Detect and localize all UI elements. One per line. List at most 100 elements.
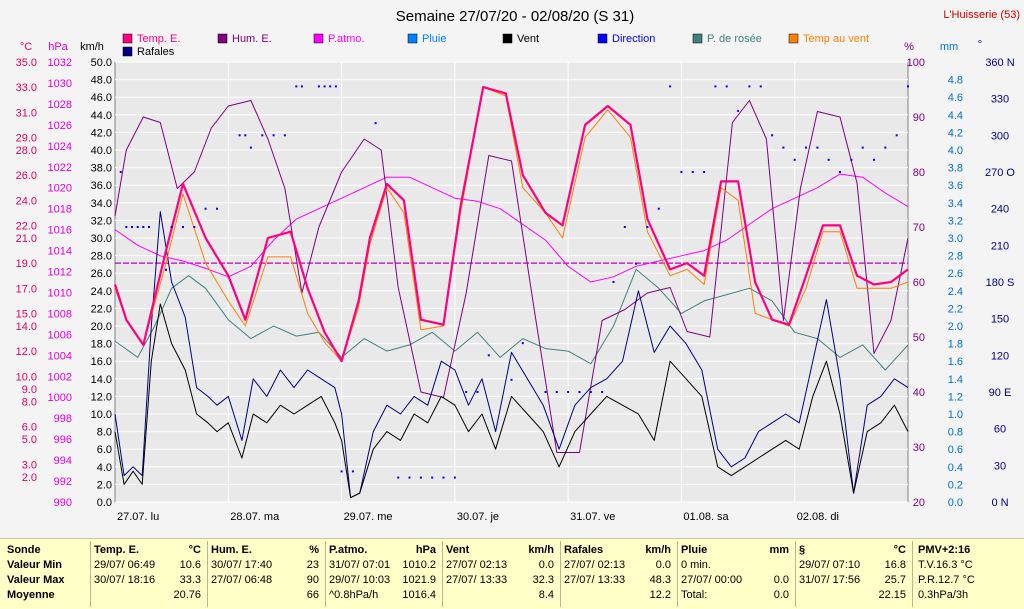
temp-tick-label: 15.0: [16, 308, 37, 320]
rain-tick-label: 0.8: [948, 427, 963, 439]
grid-lines: [115, 61, 908, 503]
stats-trend: ^0.8hPa/h: [329, 589, 379, 601]
rain-unit-label: mm: [940, 41, 958, 53]
legend-swatch: [692, 33, 703, 44]
direction-point: [895, 134, 898, 137]
direction-point: [148, 226, 150, 228]
wind-tick-label: 44.0: [91, 110, 112, 122]
stats-min-time: 31/07/ 07:01: [329, 559, 391, 571]
legend-label: P.atmo.: [328, 33, 365, 45]
stats-max-value: 32.3: [532, 574, 554, 586]
direction-tick-label: 30: [994, 460, 1006, 472]
legend-label: Pluie: [422, 33, 446, 45]
legend-swatch: [122, 33, 133, 44]
pressure-tick-label: 998: [54, 413, 72, 425]
direction-point: [453, 476, 456, 479]
direction-point: [793, 158, 796, 161]
direction-point: [646, 226, 649, 228]
temp-tick-label: 26.0: [16, 170, 37, 182]
stats-max-value: 33.3: [179, 574, 201, 586]
direction-point: [283, 134, 286, 137]
stats-col-unit: hPa: [415, 544, 436, 556]
stats-col-title: Vent: [446, 544, 470, 556]
humidity-tick-label: 20: [913, 497, 925, 509]
stats-row-avg-label: Moyenne: [7, 589, 55, 601]
rain-tick-label: 0.4: [948, 462, 963, 474]
direction-point: [884, 146, 887, 149]
stats-col-title: Rafales: [564, 544, 604, 556]
stats-min-value: 0.0: [655, 559, 671, 571]
wind-tick-label: 24.0: [91, 286, 112, 298]
stats-avg-value: 22.15: [878, 589, 906, 601]
wind-tick-label: 48.0: [91, 75, 112, 87]
wind-tick-label: 4.0: [97, 462, 112, 474]
direction-tick-label: 180 S: [986, 277, 1015, 289]
direction-tick-label: 330: [991, 94, 1009, 106]
wind-tick-label: 34.0: [91, 198, 112, 210]
wind-tick-label: 50.0: [91, 57, 112, 69]
rain-tick-label: 1.8: [948, 339, 963, 351]
wind-tick-label: 32.0: [91, 215, 112, 227]
direction-point: [544, 391, 547, 393]
direction-point: [487, 354, 490, 357]
stats-max-time: 27/07/ 00:00: [681, 574, 743, 586]
humidity-tick-label: 30: [913, 442, 925, 454]
legend-label: Temp. E.: [137, 33, 180, 45]
stats-header-sonde: Sonde: [7, 544, 41, 556]
humidity-tick-label: 40: [913, 387, 925, 399]
stats-avg-value: 20.76: [173, 589, 201, 601]
rain-tick-label: 1.6: [948, 356, 963, 368]
rain-tick-label: 4.0: [948, 145, 963, 157]
chart-legend: Temp. E. Hum. E. P.atmo. Pluie Vent Direction…: [122, 33, 869, 58]
direction-point: [419, 476, 422, 479]
direction-point: [374, 122, 377, 125]
rain-tick-label: 4.4: [948, 110, 963, 122]
stats-row-min-label: Valeur Min: [7, 559, 63, 571]
pressure-tick-label: 1032: [48, 57, 72, 69]
direction-tick-label: 150: [991, 314, 1009, 326]
wind-tick-label: 30.0: [91, 233, 112, 245]
direction-point: [244, 134, 247, 137]
stats-avg-value: 12.2: [649, 589, 671, 601]
stats-col-unit: mm: [769, 544, 789, 556]
wind-tick-label: 12.0: [91, 391, 112, 403]
legend-label: Temp au vent: [803, 33, 869, 45]
pressure-tick-label: 1016: [48, 225, 72, 237]
rain-tick-label: 3.6: [948, 180, 963, 192]
stats-col-unit: %: [309, 544, 319, 556]
stats-col-unit: °C: [188, 544, 201, 556]
temp-tick-label: 19.0: [16, 258, 37, 270]
wind-tick-label: 14.0: [91, 374, 112, 386]
stats-min-time: 27/07/ 02:13: [564, 559, 626, 571]
stats-col-title: Hum. E.: [211, 544, 252, 556]
temp-tick-label: 21.0: [16, 233, 37, 245]
stats-col-gusts: Rafales km/h 27/07/ 02:13 0.0 27/07/ 13:…: [560, 539, 677, 609]
day-tick-label: 30.07. je: [457, 511, 499, 523]
direction-point: [510, 378, 513, 381]
temp-tick-label: 17.0: [16, 283, 37, 295]
wind-tick-label: 6.0: [97, 444, 112, 456]
direction-point: [136, 226, 139, 228]
direction-point: [816, 146, 819, 149]
direction-point: [850, 158, 853, 161]
pressure-tick-label: 1008: [48, 308, 72, 320]
temp-tick-label: 2.0: [22, 472, 37, 484]
direction-point: [861, 146, 864, 149]
rain-tick-label: 2.6: [948, 268, 963, 280]
humidity-tick-label: 100: [907, 57, 925, 69]
rain-tick-label: 3.2: [948, 215, 963, 227]
pressure-tick-label: 1012: [48, 267, 72, 279]
temp-tick-label: 5.0: [22, 434, 37, 446]
stats-max-value: 48.3: [649, 574, 671, 586]
day-tick-label: 29.07. me: [344, 511, 393, 523]
dewpoint-line: [114, 268, 909, 371]
day-tick-label: 01.08. sa: [683, 511, 729, 523]
legend-label: P. de rosée: [707, 33, 762, 45]
humidity-unit-label: %: [904, 41, 914, 53]
axes: 2.03.05.06.08.09.010.012.014.015.017.019…: [16, 57, 1016, 523]
stats-min-time: 0 min.: [681, 559, 711, 571]
pressure-tick-label: 1020: [48, 183, 72, 195]
direction-point: [408, 476, 411, 479]
stats-col-unit: km/h: [528, 544, 554, 556]
day-tick-label: 27.07. lu: [117, 511, 159, 523]
